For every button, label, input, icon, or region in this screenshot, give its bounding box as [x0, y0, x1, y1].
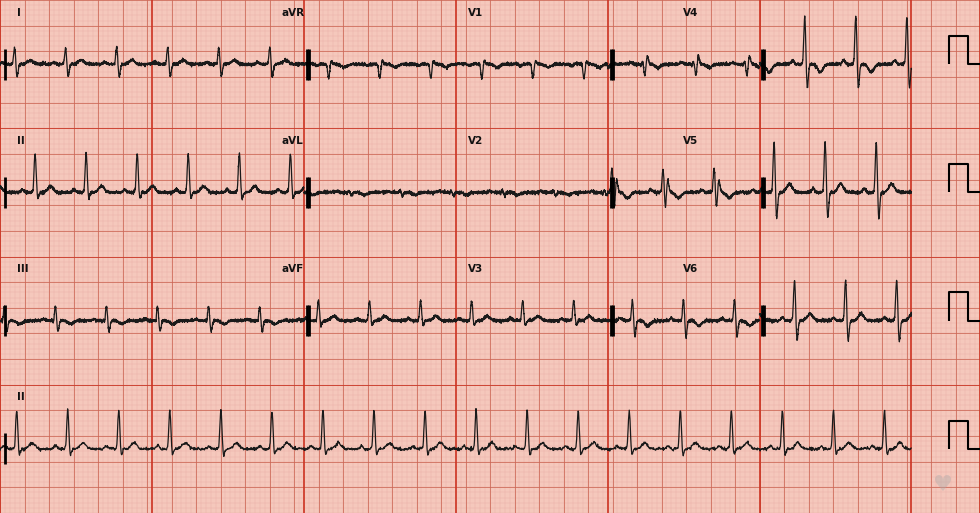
Text: I: I — [17, 8, 21, 17]
Text: aVR: aVR — [281, 8, 305, 17]
Text: V4: V4 — [683, 8, 699, 17]
Text: V2: V2 — [467, 136, 483, 146]
Text: aVF: aVF — [281, 264, 304, 274]
Text: II: II — [17, 136, 24, 146]
Text: V6: V6 — [683, 264, 699, 274]
Text: III: III — [17, 264, 28, 274]
Text: II: II — [17, 392, 24, 402]
Text: V3: V3 — [467, 264, 483, 274]
Text: V1: V1 — [467, 8, 483, 17]
Text: ♥: ♥ — [933, 475, 953, 495]
Text: aVL: aVL — [281, 136, 303, 146]
Text: V5: V5 — [683, 136, 699, 146]
